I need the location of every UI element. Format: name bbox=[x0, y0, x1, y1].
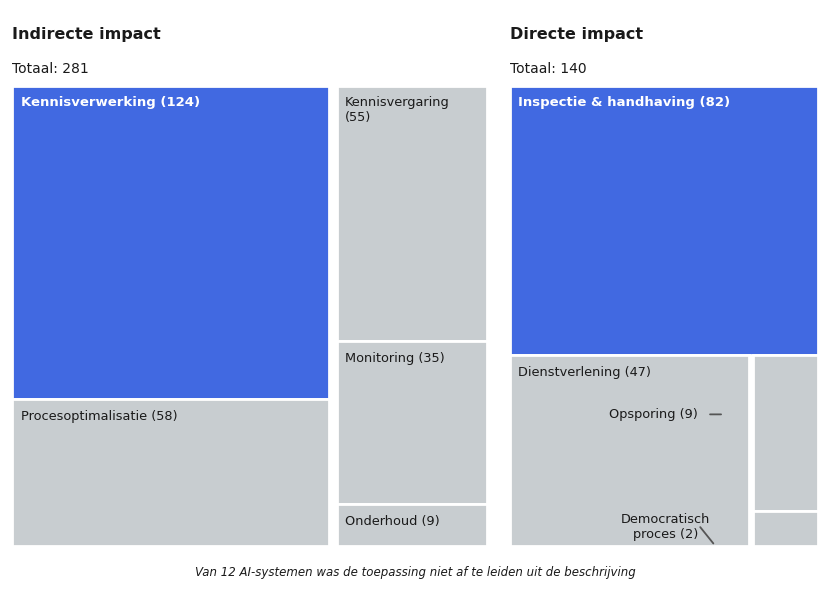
Text: Procesoptimalisatie (58): Procesoptimalisatie (58) bbox=[21, 409, 178, 422]
Text: Directe impact: Directe impact bbox=[510, 27, 642, 41]
Text: Kennisvergaring
(55): Kennisvergaring (55) bbox=[344, 96, 450, 124]
Bar bbox=[12, 399, 330, 546]
Bar bbox=[510, 355, 749, 546]
Bar bbox=[336, 86, 487, 341]
Text: Opsporing (9): Opsporing (9) bbox=[609, 408, 698, 421]
Bar bbox=[12, 86, 330, 399]
Text: Onderhoud (9): Onderhoud (9) bbox=[344, 514, 440, 527]
Bar bbox=[336, 341, 487, 504]
Text: Democratisch
proces (2): Democratisch proces (2) bbox=[621, 513, 710, 540]
Bar bbox=[753, 355, 818, 511]
Text: Totaal: 281: Totaal: 281 bbox=[12, 62, 89, 76]
Text: Totaal: 140: Totaal: 140 bbox=[510, 62, 586, 76]
Text: Dienstverlening (47): Dienstverlening (47) bbox=[518, 366, 651, 379]
Text: Kennisverwerking (124): Kennisverwerking (124) bbox=[21, 96, 200, 109]
Text: Indirecte impact: Indirecte impact bbox=[12, 27, 161, 41]
Bar bbox=[753, 511, 818, 546]
Text: Inspectie & handhaving (82): Inspectie & handhaving (82) bbox=[518, 96, 730, 109]
Bar bbox=[510, 86, 818, 355]
Text: Monitoring (35): Monitoring (35) bbox=[344, 352, 445, 365]
Bar bbox=[336, 504, 487, 546]
Text: Van 12 AI-systemen was de toepassing niet af te leiden uit de beschrijving: Van 12 AI-systemen was de toepassing nie… bbox=[194, 566, 636, 579]
